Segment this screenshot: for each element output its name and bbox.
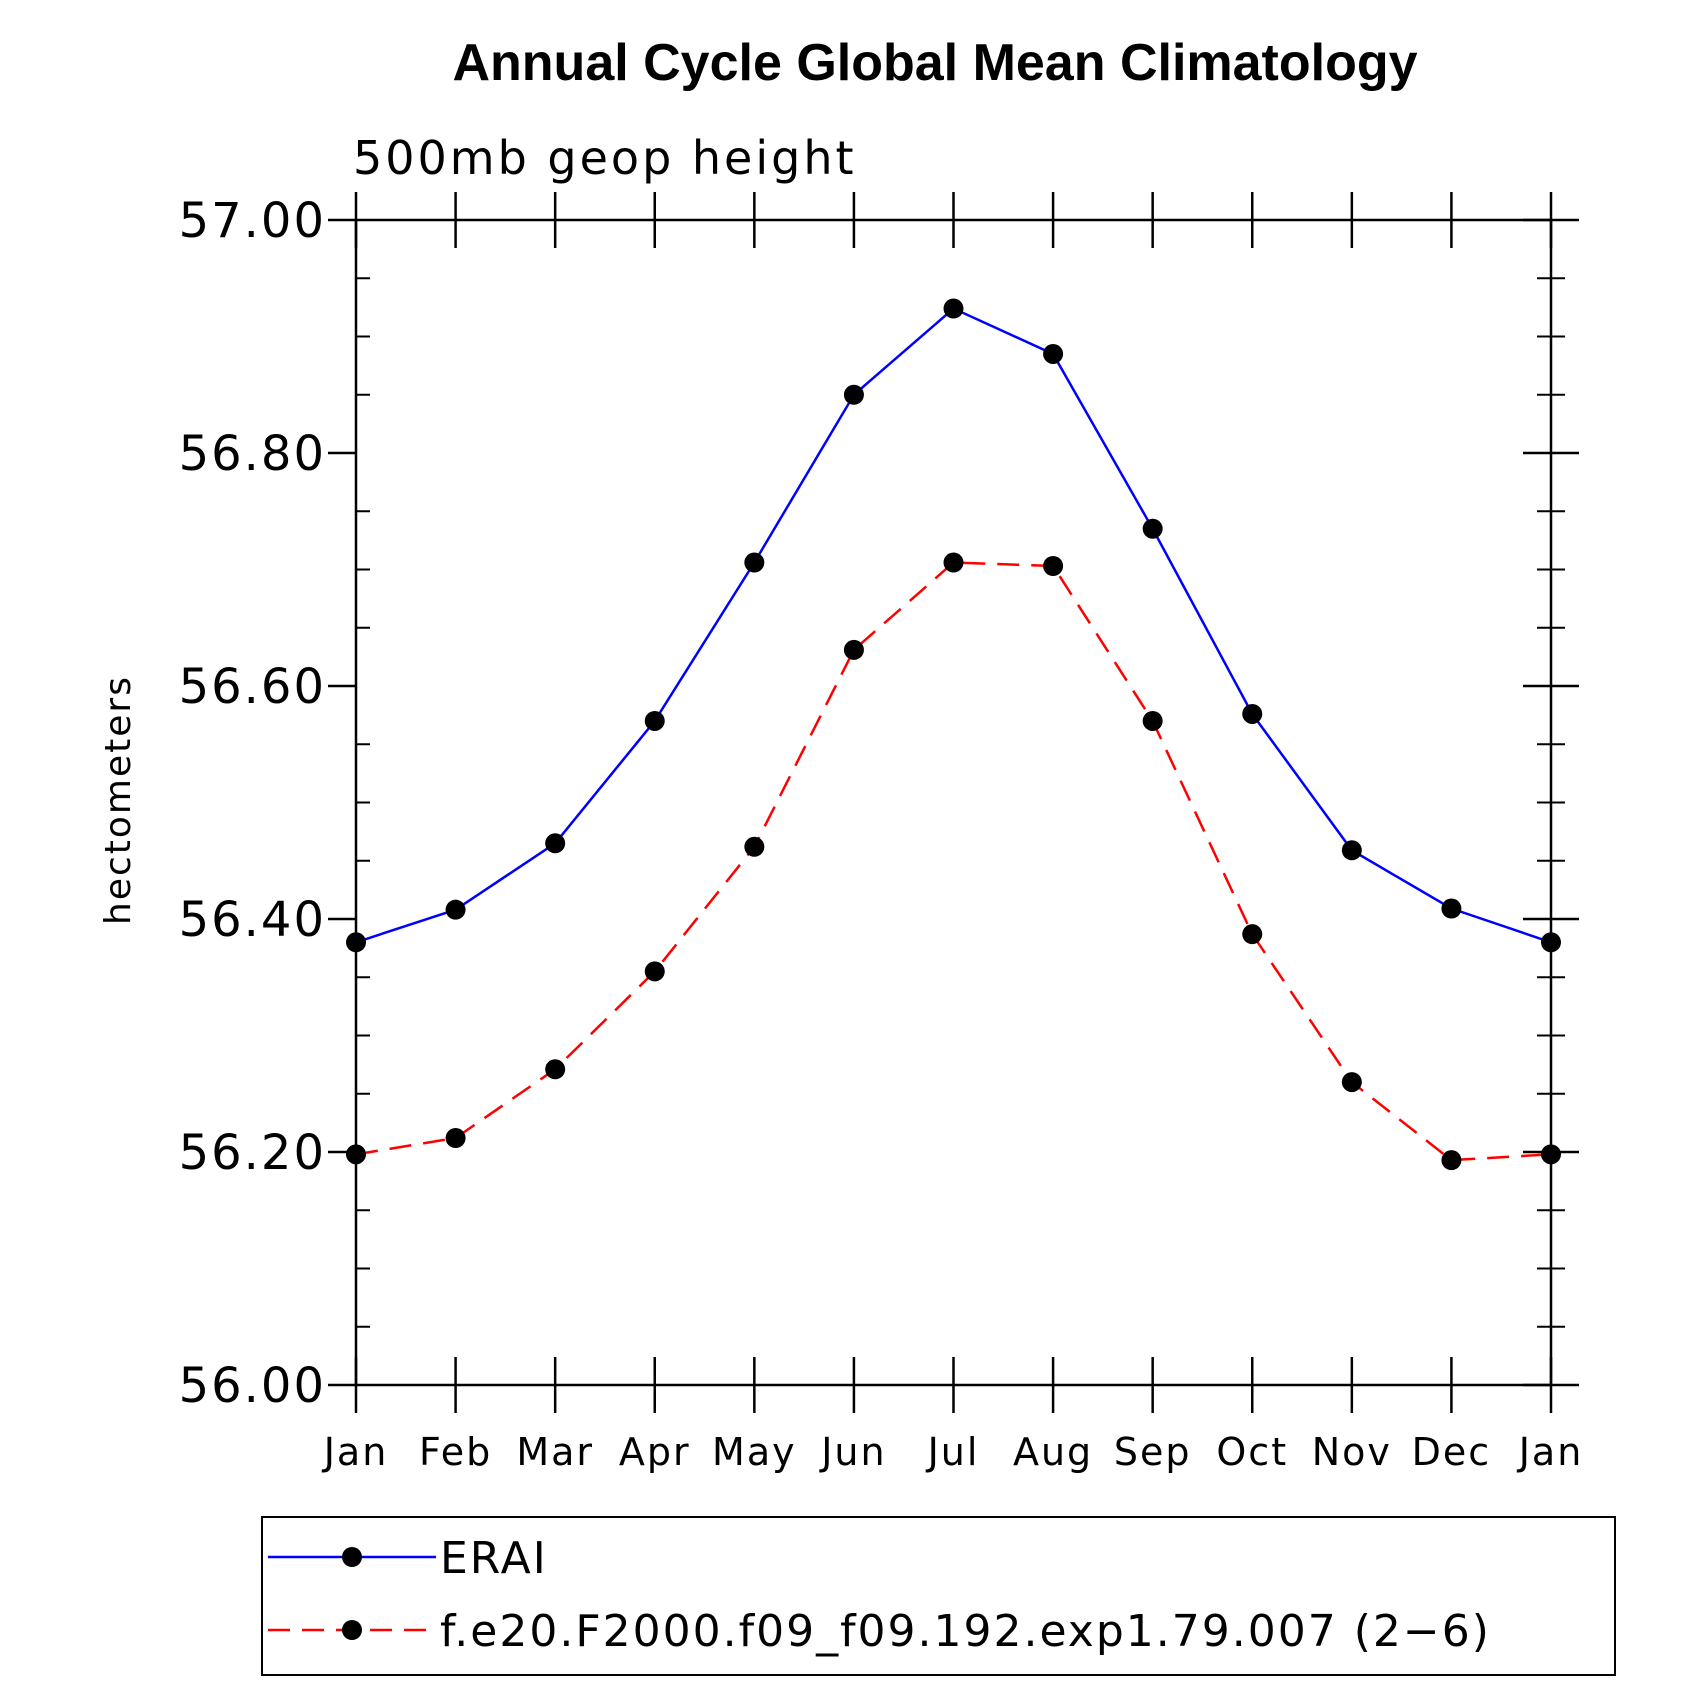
- data-point-series-1: [1341, 840, 1362, 861]
- y-axis-label: hectometers: [98, 675, 139, 925]
- y-tick-label: 56.40: [179, 892, 326, 948]
- data-point-series-2: [445, 1128, 466, 1149]
- data-point-series-1: [346, 932, 366, 953]
- data-point-series-1: [744, 552, 765, 573]
- legend-label-1: ERAI: [440, 1533, 548, 1584]
- data-point-series-1: [1541, 932, 1561, 953]
- data-point-series-2: [644, 961, 665, 982]
- data-point-series-1: [1441, 898, 1462, 919]
- data-point-series-2: [843, 639, 864, 660]
- data-point-series-2: [1341, 1072, 1362, 1093]
- series-lines: [355, 307, 1552, 1162]
- data-point-series-2: [943, 552, 964, 573]
- legend-label-2: f.e20.F2000.f09_f09.192.exp1.79.007 (2−6…: [440, 1606, 1491, 1657]
- x-tick-label: Jan: [322, 1430, 389, 1474]
- data-point-series-1: [843, 384, 864, 405]
- legend-marker-2: [342, 1620, 362, 1640]
- data-point-series-1: [644, 710, 665, 731]
- data-point-series-1: [943, 298, 964, 319]
- y-tick-label: 56.80: [179, 426, 326, 482]
- x-tick-label: Mar: [516, 1430, 594, 1474]
- x-tick-label: May: [712, 1430, 797, 1474]
- data-point-series-2: [1242, 924, 1263, 945]
- data-point-series-2: [1142, 710, 1163, 731]
- data-point-series-1: [545, 833, 566, 854]
- y-tick-label: 56.60: [179, 659, 326, 715]
- data-point-series-1: [1142, 518, 1163, 539]
- legend: ERAI f.e20.F2000.f09_f09.192.exp1.79.007 …: [261, 1516, 1616, 1676]
- legend-entries: ERAI f.e20.F2000.f09_f09.192.exp1.79.007 …: [268, 1533, 1491, 1657]
- data-point-series-1: [445, 899, 466, 920]
- legend-box: [261, 1516, 1616, 1676]
- data-point-series-2: [545, 1059, 566, 1080]
- data-point-series-2: [1541, 1144, 1561, 1165]
- legend-marker-1: [342, 1547, 362, 1567]
- y-tick-label: 56.20: [179, 1125, 326, 1181]
- x-tick-label: Jan: [1517, 1430, 1584, 1474]
- data-point-series-1: [1242, 703, 1263, 724]
- data-point-series-1: [1043, 343, 1064, 364]
- x-tick-label: Dec: [1412, 1430, 1492, 1474]
- data-point-series-2: [1441, 1150, 1462, 1171]
- chart-title: Annual Cycle Global Mean Climatology: [452, 34, 1417, 92]
- x-tick-label: Nov: [1312, 1430, 1392, 1474]
- x-tick-label: Aug: [1013, 1430, 1093, 1474]
- series-line-1: [355, 307, 1552, 944]
- x-tick-label: Jul: [926, 1430, 980, 1474]
- x-tick-label: Jun: [819, 1430, 886, 1474]
- data-point-series-2: [346, 1144, 366, 1165]
- data-point-series-2: [744, 836, 765, 857]
- chart-subtitle: 500mb geop height: [353, 131, 857, 185]
- x-tick-label: Oct: [1216, 1430, 1288, 1474]
- axes: 56.00 56.20 56.40 56.60 56.80 57.00 Jan Feb Mar A…: [179, 192, 1584, 1474]
- y-tick-label: 56.00: [179, 1358, 326, 1414]
- x-tick-label: Sep: [1114, 1430, 1192, 1474]
- series-markers: [346, 298, 1561, 1171]
- plot-frame: [354, 218, 1553, 1387]
- x-tick-label: Feb: [419, 1430, 492, 1474]
- y-tick-label: 57.00: [179, 193, 326, 249]
- x-tick-label: Apr: [619, 1430, 691, 1474]
- data-point-series-2: [1043, 556, 1064, 577]
